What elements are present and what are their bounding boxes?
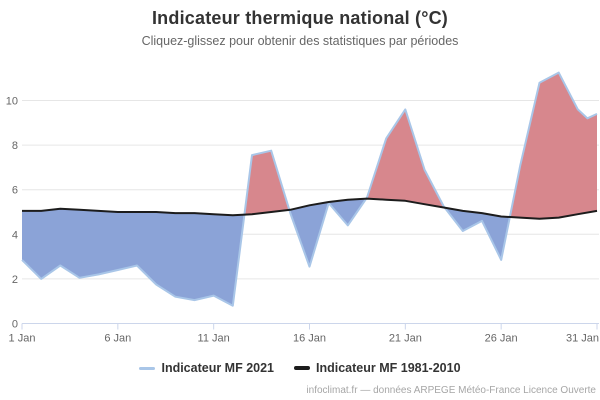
y-axis-label: 8 <box>12 140 18 152</box>
y-axis-label: 6 <box>12 185 18 197</box>
legend-label-2021: Indicateur MF 2021 <box>161 361 275 375</box>
x-axis-label: 16 Jan <box>293 333 326 345</box>
x-axis-label: 21 Jan <box>389 333 422 345</box>
legend-item-normal[interactable]: Indicateur MF 1981-2010 <box>294 361 461 375</box>
x-axis-label: 11 Jan <box>198 333 230 345</box>
legend: Indicateur MF 2021 Indicateur MF 1981-20… <box>0 359 600 377</box>
x-axis-label: 1 Jan <box>9 333 36 345</box>
x-axis-label: 26 Jan <box>485 333 518 345</box>
y-axis-label: 10 <box>6 96 18 108</box>
legend-item-2021[interactable]: Indicateur MF 2021 <box>139 361 274 375</box>
y-axis-label: 2 <box>12 274 18 286</box>
credits-link[interactable]: infoclimat.fr — données ARPEGE Météo-Fra… <box>306 385 596 396</box>
series-line-2021 <box>21 71 598 307</box>
line-marker-2021-icon <box>139 366 156 370</box>
x-axis-label: 6 Jan <box>104 333 131 345</box>
series-line-normal <box>22 197 598 220</box>
line-marker-normal-icon <box>294 366 311 370</box>
area-below-normal <box>22 198 597 306</box>
chart-subtitle: Cliquez-glissez pour obtenir des statist… <box>141 34 459 48</box>
chart-title: Indicateur thermique national (°C) <box>151 8 449 28</box>
y-axis-label: 4 <box>12 229 18 241</box>
y-axis-label: 0 <box>12 319 18 331</box>
legend-label-normal: Indicateur MF 1981-2010 <box>316 361 461 375</box>
x-axis-label: 31 Jan <box>566 333 599 345</box>
